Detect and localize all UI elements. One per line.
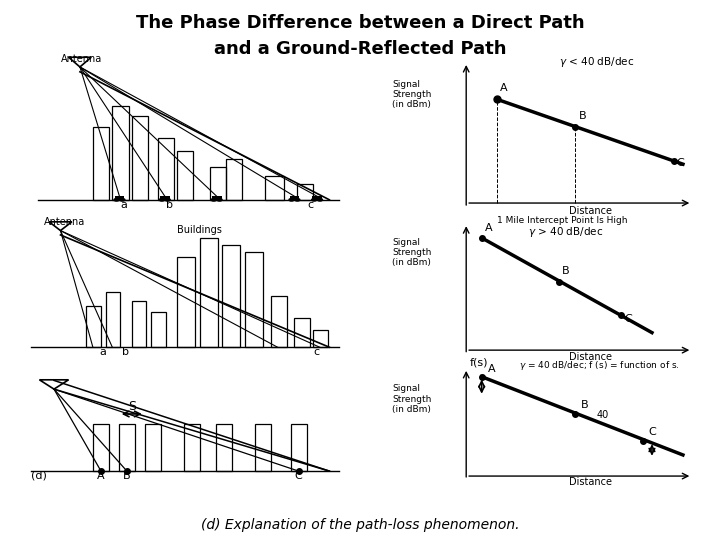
Text: (d) Explanation of the path-loss phenomenon.: (d) Explanation of the path-loss phenome… [201, 518, 519, 532]
Text: The Phase Difference between a Direct Path: The Phase Difference between a Direct Pa… [135, 14, 585, 31]
Bar [184, 424, 199, 471]
Text: and a Ground-Reflected Path: and a Ground-Reflected Path [214, 40, 506, 58]
Circle shape [211, 199, 216, 201]
Bar [312, 196, 322, 200]
Bar [177, 257, 195, 347]
Bar [289, 196, 300, 200]
Text: Antenna: Antenna [44, 218, 86, 227]
Bar [112, 106, 128, 200]
Text: $\gamma$ < 40 dB/dec: $\gamma$ < 40 dB/dec [559, 55, 634, 69]
Bar [158, 138, 174, 200]
Text: A: A [500, 83, 508, 93]
Bar [93, 424, 109, 471]
Bar [151, 312, 166, 347]
Bar [199, 238, 217, 347]
Circle shape [120, 199, 125, 201]
Text: B: B [123, 470, 131, 481]
Text: S: S [127, 400, 136, 413]
Text: Distance: Distance [569, 477, 611, 487]
Bar [106, 292, 120, 347]
Bar [210, 167, 225, 200]
Bar [132, 301, 146, 347]
Bar [265, 176, 284, 200]
Text: Signal
Strength
(in dBm): Signal Strength (in dBm) [392, 384, 431, 414]
Text: B: B [579, 111, 587, 121]
Bar [114, 196, 125, 200]
Text: B: B [562, 266, 570, 276]
Text: Signal
Strength
(in dBm): Signal Strength (in dBm) [392, 79, 431, 110]
Text: B: B [581, 400, 588, 410]
Circle shape [165, 199, 170, 201]
Bar [313, 330, 328, 347]
Circle shape [217, 199, 222, 201]
Text: A: A [485, 222, 492, 233]
Text: A: A [488, 364, 495, 374]
Text: 1 Mile Intercept Point Is High: 1 Mile Intercept Point Is High [497, 217, 628, 225]
Bar [212, 196, 222, 200]
Text: Distance: Distance [569, 206, 611, 217]
Bar [160, 196, 170, 200]
Text: C: C [624, 314, 632, 325]
Text: Antenna: Antenna [60, 54, 102, 64]
Text: a: a [99, 347, 106, 356]
Bar [132, 116, 148, 200]
Text: c: c [313, 347, 320, 356]
Bar [93, 127, 109, 200]
Circle shape [114, 199, 119, 201]
Text: C: C [649, 427, 657, 437]
Text: Distance: Distance [569, 352, 611, 362]
Text: b: b [122, 347, 129, 356]
Bar [177, 151, 193, 200]
Text: b: b [166, 200, 173, 210]
Circle shape [312, 199, 317, 201]
Bar [245, 252, 263, 347]
Text: $\gamma$ > 40 dB/dec: $\gamma$ > 40 dB/dec [528, 225, 603, 239]
Text: (d): (d) [32, 470, 48, 481]
Text: C: C [677, 158, 685, 168]
Text: f(s): f(s) [469, 357, 487, 368]
Bar [222, 245, 240, 347]
Circle shape [294, 199, 300, 201]
Text: A: A [97, 470, 105, 481]
Bar [86, 306, 101, 347]
Bar [271, 296, 287, 347]
Bar [297, 184, 313, 200]
Bar [216, 424, 232, 471]
Text: Signal
Strength
(in dBm): Signal Strength (in dBm) [392, 238, 431, 267]
Text: 40: 40 [596, 410, 608, 420]
Text: Buildings: Buildings [177, 226, 222, 235]
Bar [291, 424, 307, 471]
Text: c: c [307, 200, 313, 210]
Circle shape [159, 199, 164, 201]
Bar [294, 318, 310, 347]
Bar [225, 159, 242, 200]
Text: a: a [120, 200, 127, 210]
Bar [119, 424, 135, 471]
Bar [145, 424, 161, 471]
Circle shape [318, 199, 323, 201]
Circle shape [289, 199, 294, 201]
Text: $\gamma$ = 40 dB/dec; f (s) = function of s.: $\gamma$ = 40 dB/dec; f (s) = function o… [519, 359, 680, 372]
Text: C: C [294, 470, 302, 481]
Bar [255, 424, 271, 471]
